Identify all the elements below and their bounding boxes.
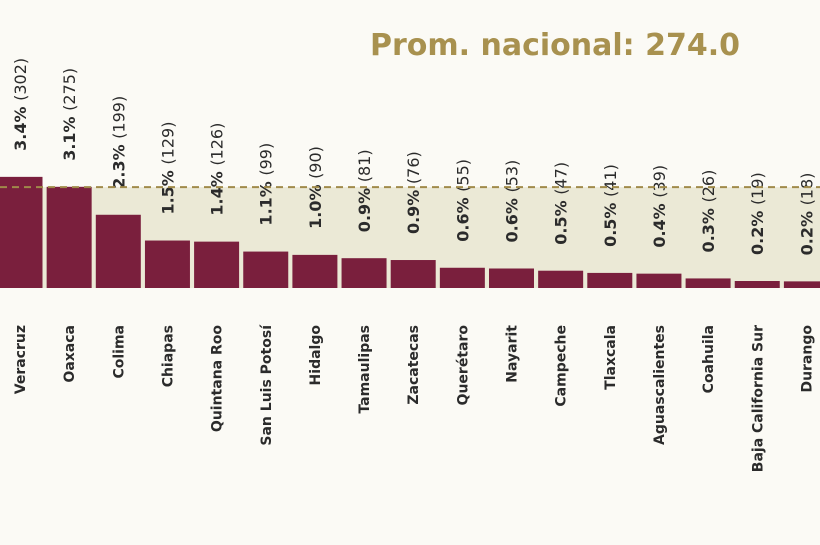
value-label-percent: 1.5% (158, 165, 177, 215)
value-label-count: (81) (355, 149, 374, 182)
bar (439, 267, 485, 288)
value-label-count: (199) (109, 96, 128, 139)
value-label: 3.4% (302) (11, 58, 30, 151)
value-label-percent: 1.4% (208, 166, 227, 216)
x-tick-label: Oaxaca (62, 325, 78, 383)
value-label-percent: 0.2% (748, 205, 767, 255)
x-tick-label: Durango (799, 325, 815, 393)
x-tick-label: Colima (111, 325, 127, 379)
bar (341, 258, 387, 288)
x-tick-label: Baja California Sur (750, 325, 766, 472)
bar (46, 186, 92, 288)
value-label: 0.5% (47) (552, 162, 571, 245)
value-label: 0.2% (18) (797, 173, 816, 256)
value-label-count: (39) (650, 165, 669, 198)
bar (734, 281, 780, 288)
value-label-count: (90) (306, 146, 325, 179)
value-label: 3.1% (275) (60, 68, 79, 161)
x-tick-label: Campeche (554, 325, 570, 407)
value-label-percent: 0.5% (601, 197, 620, 247)
value-label: 0.5% (41) (601, 164, 620, 247)
value-label: 1.1% (99) (257, 143, 276, 226)
x-tick-label: Querétaro (455, 325, 471, 406)
value-label-count: (47) (552, 162, 571, 195)
value-label: 2.3% (199) (109, 96, 128, 189)
value-label-percent: 0.3% (699, 202, 718, 252)
x-tick-label: San Luis Potosí (259, 324, 275, 446)
value-label-count: (126) (208, 123, 227, 166)
bar (783, 281, 820, 288)
bar (390, 260, 436, 288)
x-tick-label: Coahuila (701, 325, 717, 393)
bar (636, 273, 682, 288)
x-tick-label: Veracruz (13, 325, 29, 394)
value-label: 0.6% (53) (503, 160, 522, 243)
value-label-count: (41) (601, 164, 620, 197)
x-tick-label: Quintana Roo (210, 325, 226, 432)
value-label-percent: 3.1% (60, 111, 79, 161)
value-label-percent: 3.4% (11, 101, 30, 151)
bar (587, 272, 633, 288)
x-tick-label: Chiapas (160, 325, 176, 387)
value-label-percent: 0.4% (650, 198, 669, 248)
value-label-count: (275) (60, 68, 79, 111)
value-label-count: (53) (503, 160, 522, 193)
value-label-percent: 0.6% (503, 193, 522, 243)
bar (95, 214, 141, 288)
average-label: Prom. nacional: 274.0 (370, 28, 740, 63)
bar (0, 176, 43, 288)
value-label: 0.9% (76) (404, 151, 423, 234)
value-label: 0.3% (26) (699, 170, 718, 253)
value-label-percent: 2.3% (109, 139, 128, 189)
bar (685, 278, 731, 288)
value-label: 0.6% (55) (453, 159, 472, 242)
x-tick-label: Tamaulipas (357, 325, 373, 414)
value-label-count: (99) (257, 143, 276, 176)
value-label-percent: 0.2% (797, 205, 816, 255)
value-label-percent: 1.1% (257, 176, 276, 226)
value-label-count: (129) (158, 122, 177, 165)
value-label: 1.5% (129) (158, 122, 177, 215)
value-label-count: (18) (797, 173, 816, 206)
x-tick-label: Hidalgo (308, 325, 324, 386)
bar (489, 268, 534, 288)
value-label: 0.4% (39) (650, 165, 669, 248)
x-tick-label: Nayarit (505, 325, 521, 383)
bar (292, 254, 338, 288)
value-label-count: (26) (699, 170, 718, 203)
value-label-count: (76) (404, 151, 423, 184)
value-label-percent: 0.5% (552, 195, 571, 245)
value-label-percent: 0.6% (453, 192, 472, 242)
value-label: 0.2% (19) (748, 172, 767, 255)
x-tick-label: Tlaxcala (603, 325, 619, 390)
value-label: 1.0% (90) (306, 146, 325, 229)
x-tick-label: Aguascalientes (652, 325, 668, 445)
value-label-count: (19) (748, 172, 767, 205)
value-label-percent: 1.0% (306, 179, 325, 229)
value-label: 1.4% (126) (208, 123, 227, 216)
x-tick-label: Zacatecas (406, 325, 422, 405)
value-label-percent: 0.9% (355, 182, 374, 232)
bar (194, 241, 240, 288)
value-label: 0.9% (81) (355, 149, 374, 232)
value-label-percent: 0.9% (404, 184, 423, 234)
bar (144, 240, 190, 288)
value-label-count: (302) (11, 58, 30, 101)
value-label-count: (55) (453, 159, 472, 192)
bar (243, 251, 289, 288)
bar (538, 270, 584, 288)
